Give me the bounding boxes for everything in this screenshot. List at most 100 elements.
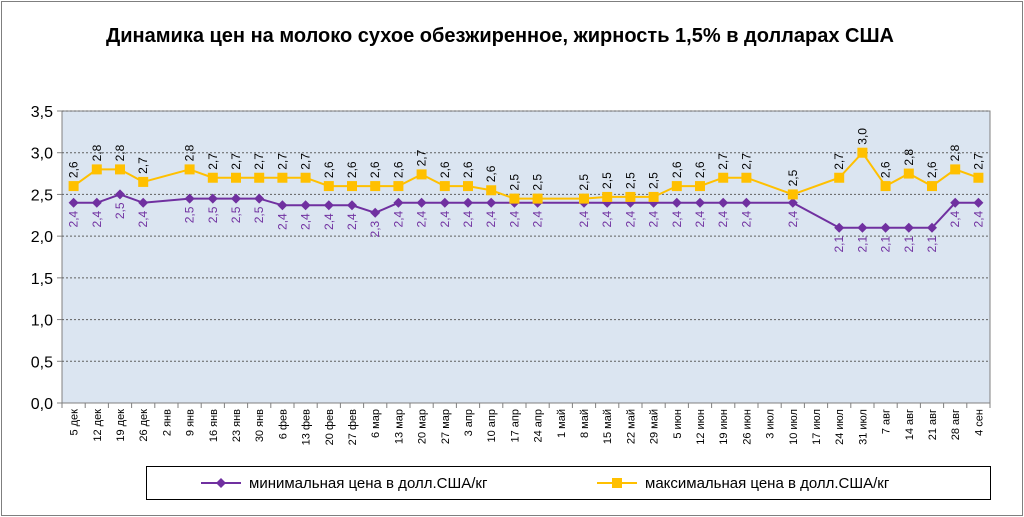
x-tick-label: 6 мар — [370, 409, 382, 438]
data-point-max — [834, 172, 845, 183]
data-point-min — [787, 197, 798, 208]
data-point-min — [880, 222, 891, 233]
x-tick-label: 29 май — [649, 409, 661, 444]
data-label-max: 2,7 — [716, 153, 730, 170]
x-tick-label: 27 фев — [347, 409, 359, 445]
legend: минимальная цена в долл.США/кг максималь… — [146, 466, 991, 500]
data-label-min: 2,4 — [623, 210, 637, 227]
data-label-min: 2,3 — [368, 220, 382, 237]
data-point-min — [393, 197, 404, 208]
data-point-min — [91, 197, 102, 208]
data-label-max: 2,6 — [322, 161, 336, 178]
data-point-max — [277, 172, 288, 183]
chart-title: Динамика цен на молоко сухое обезжиренно… — [105, 25, 895, 47]
x-tick-label: 9 янв — [185, 409, 197, 436]
data-label-min: 2,4 — [507, 210, 521, 227]
x-tick-label: 16 янв — [208, 409, 220, 442]
data-label-min: 2,4 — [136, 210, 150, 227]
data-point-min — [950, 197, 961, 208]
data-label-min: 2,1 — [902, 235, 916, 252]
y-tick-label: 3,0 — [31, 146, 53, 163]
data-point-min — [834, 222, 845, 233]
data-label-max: 2,6 — [879, 161, 893, 178]
data-label-max: 2,5 — [507, 174, 521, 191]
data-label-min: 2,1 — [855, 235, 869, 252]
data-label-max: 2,6 — [345, 161, 359, 178]
legend-entry-max: максимальная цена в долл.США/кг — [595, 467, 889, 499]
data-label-min: 2,4 — [90, 210, 104, 227]
data-point-min — [231, 193, 241, 204]
data-point-min — [463, 197, 473, 208]
data-point-min — [718, 197, 729, 208]
data-label-min: 2,4 — [299, 213, 313, 230]
x-tick-label: 3 апр — [463, 409, 475, 436]
data-label-max: 2,5 — [647, 172, 661, 189]
data-label-min: 2,4 — [948, 210, 962, 227]
data-label-max: 2,8 — [183, 144, 197, 161]
x-tick-label: 3 июл — [765, 409, 777, 439]
y-tick-label: 2,5 — [31, 187, 53, 204]
data-point-min — [695, 197, 705, 208]
data-point-min — [323, 200, 334, 211]
data-label-min: 2,4 — [693, 210, 707, 227]
data-label-max: 2,5 — [623, 172, 637, 189]
data-label-max: 2,7 — [971, 153, 985, 170]
data-label-max: 2,6 — [368, 161, 382, 178]
x-tick-label: 24 апр — [533, 409, 545, 442]
data-point-min — [741, 197, 752, 208]
data-point-min — [857, 222, 868, 233]
data-label-min: 2,4 — [322, 213, 336, 230]
data-label-max: 2,6 — [484, 165, 498, 182]
x-tick-label: 13 мар — [393, 409, 405, 444]
x-tick-label: 26 июн — [741, 409, 753, 445]
x-tick-label: 20 фев — [324, 409, 336, 445]
data-point-min — [138, 197, 149, 208]
data-point-max — [973, 172, 984, 183]
x-tick-label: 27 мар — [440, 409, 452, 444]
data-label-max: 2,6 — [391, 161, 405, 178]
data-point-min — [486, 197, 497, 208]
data-point-min — [184, 193, 195, 204]
data-label-max: 2,7 — [275, 153, 289, 170]
data-label-min: 2,4 — [484, 210, 498, 227]
data-label-min: 2,4 — [345, 213, 359, 230]
x-tick-label: 6 фев — [277, 409, 289, 439]
data-label-min: 2,5 — [229, 206, 243, 223]
x-tick-label: 30 янв — [254, 409, 266, 442]
data-point-min — [115, 189, 125, 200]
x-tick-label: 21 авг — [927, 409, 939, 440]
y-tick-label: 3,5 — [31, 104, 53, 121]
data-label-min: 2,1 — [832, 235, 846, 252]
data-label-min: 2,4 — [739, 210, 753, 227]
data-point-max — [416, 169, 427, 180]
y-tick-label: 0,5 — [31, 354, 53, 371]
legend-entry-min: минимальная цена в долл.США/кг — [199, 467, 487, 499]
data-point-max — [625, 191, 636, 202]
data-label-max: 2,6 — [438, 161, 452, 178]
data-label-min: 2,5 — [206, 206, 220, 223]
data-label-min: 2,4 — [600, 210, 614, 227]
x-tick-label: 31 июл — [857, 409, 869, 445]
data-label-min: 2,4 — [461, 210, 475, 227]
data-label-min: 2,4 — [577, 210, 591, 227]
x-tick-label: 22 май — [625, 409, 637, 444]
data-point-max — [323, 181, 334, 192]
data-label-min: 2,5 — [252, 206, 266, 223]
x-tick-label: 13 фев — [301, 409, 313, 445]
data-label-min: 2,4 — [786, 210, 800, 227]
data-point-max — [207, 172, 218, 183]
data-label-min: 2,4 — [438, 210, 452, 227]
data-point-min — [903, 222, 914, 233]
data-label-min: 2,4 — [716, 210, 730, 227]
data-point-max — [486, 185, 497, 196]
x-tick-label: 1 май — [556, 409, 568, 438]
x-tick-label: 26 дек — [138, 409, 150, 442]
data-point-min — [254, 193, 265, 204]
x-tick-label: 2 янв — [161, 409, 173, 436]
data-label-min: 2,4 — [531, 210, 545, 227]
x-tick-label: 19 дек — [115, 409, 127, 442]
legend-label-min: минимальная цена в долл.США/кг — [249, 474, 488, 492]
legend-max-swatch — [597, 478, 637, 488]
data-point-max — [648, 191, 659, 202]
x-tick-label: 4 сен — [973, 409, 985, 436]
